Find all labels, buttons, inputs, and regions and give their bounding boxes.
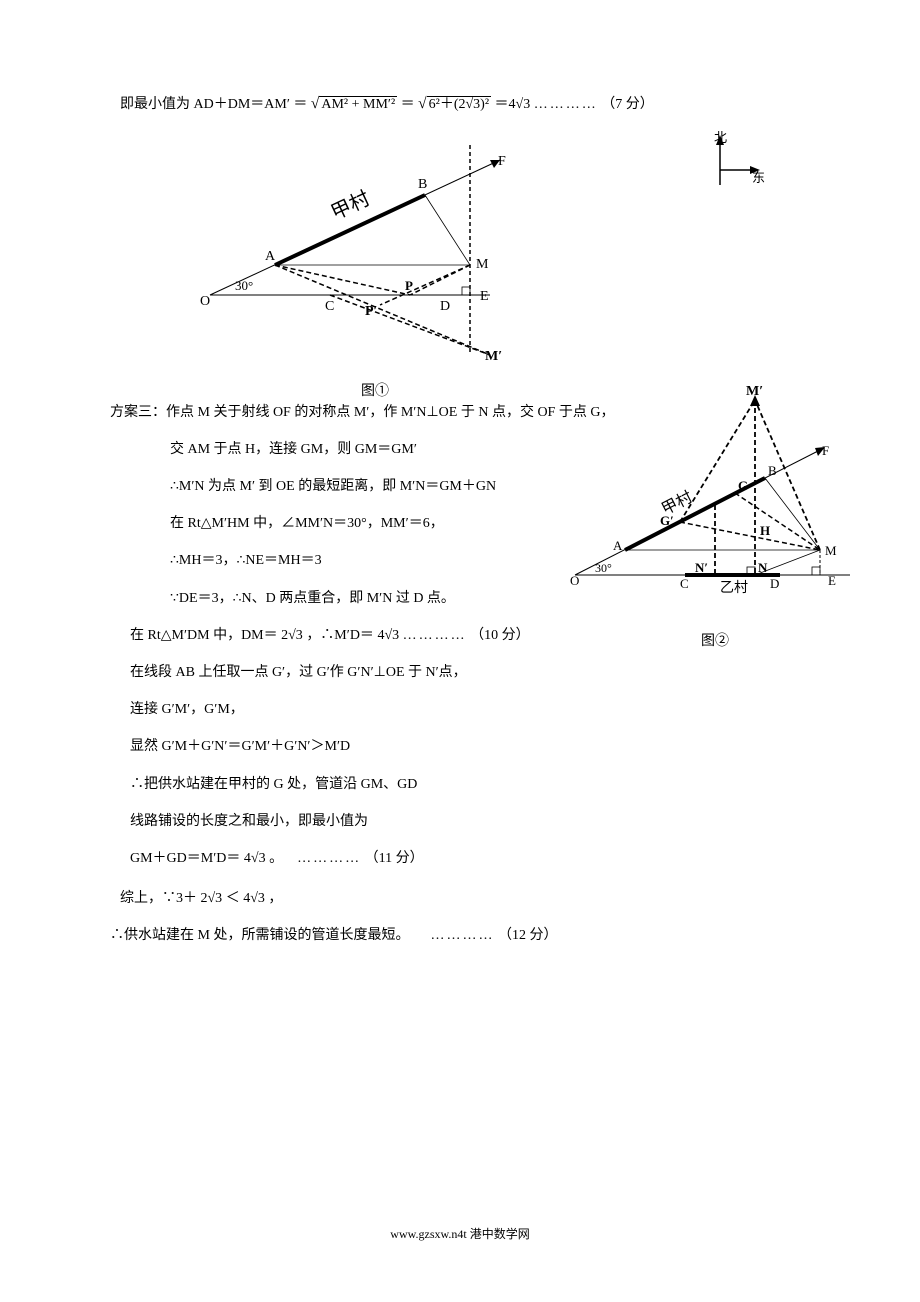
content-with-diagram2: 方案三：作点 M 关于射线 OF 的对称点 M′，作 M′N⊥OE 于 N 点，… (50, 400, 870, 949)
method3-l10: 显然 G′M＋G′N′＝G′M′＋G′N′＞M′D (50, 734, 870, 759)
method3-l13: GM＋GD＝M′D＝ 4√3 。 ………… （11 分） (50, 846, 870, 871)
text: GM＋GD＝M′D＝ (130, 851, 240, 866)
method3-l12: 线路铺设的长度之和最小，即最小值为 (50, 809, 870, 834)
footer: www.gzsxw.n4t 港中数学网 (0, 1225, 920, 1242)
text: 综上，∵3＋ (120, 891, 197, 906)
line-min-value: 即最小值为 AD＋DM＝AM′ ＝ AM² + MM′² ＝ 6²＋(2√3)²… (50, 90, 870, 118)
diagram1-svg: 甲村 O A B F M E C D (200, 130, 550, 370)
dots: ………… (297, 851, 361, 866)
score: （11 分） (365, 851, 424, 866)
score: （10 分） (470, 628, 530, 643)
diagram2: 甲村 乙村 (570, 380, 860, 640)
svg-text:G: G (738, 478, 748, 493)
text: 在 Rt△M′DM 中，DM＝ (130, 628, 278, 643)
result: ＝4√3 (495, 97, 531, 112)
diagram1: 甲村 O A B F M E C D (200, 130, 550, 390)
svg-text:F: F (822, 443, 829, 458)
svg-text:O: O (570, 573, 579, 588)
diagram1-container: 甲村 O A B F M E C D (50, 130, 870, 390)
svg-text:M′: M′ (485, 349, 502, 364)
summary-l1: 综上，∵3＋ 2√3 ＜ 4√3 ， (50, 886, 870, 911)
svg-text:M: M (476, 257, 489, 272)
svg-text:C: C (680, 576, 689, 591)
conclusion: ∴供水站建在 M 处，所需铺设的管道长度最短。 (110, 928, 409, 943)
text: ，∴M′D＝ (306, 628, 374, 643)
eq: ＝ (401, 97, 415, 112)
svg-text:30°: 30° (595, 561, 612, 575)
sqrt-expr2: 6²＋(2√3)² (418, 90, 491, 118)
fig2-label: 图② (570, 630, 860, 650)
sqrt-expr1: AM² + MM′² (311, 90, 397, 118)
diagram2-svg: 甲村 乙村 (570, 380, 860, 620)
val: 2√3 (281, 628, 303, 643)
svg-text:N: N (758, 560, 768, 575)
svg-text:30°: 30° (235, 278, 253, 293)
svg-text:东: 东 (752, 170, 765, 185)
svg-text:F: F (498, 154, 506, 169)
val: 4√3 (243, 891, 265, 906)
val: 4√3 (244, 851, 266, 866)
svg-text:D: D (440, 299, 450, 314)
svg-text:乙村: 乙村 (720, 580, 748, 596)
dots: ………… (534, 97, 598, 112)
text: ＜ (226, 891, 240, 906)
method3-l11: ∴把供水站建在甲村的 G 处，管道沿 GM、GD (50, 772, 870, 797)
dots: ………… (430, 928, 494, 943)
svg-text:G′: G′ (660, 513, 674, 528)
svg-text:B: B (418, 177, 427, 192)
svg-text:C: C (325, 299, 334, 314)
svg-text:E: E (828, 573, 836, 588)
text: 即最小值为 AD＋DM＝AM′ ＝ (120, 97, 311, 112)
svg-text:甲村: 甲村 (327, 187, 373, 225)
svg-text:A: A (265, 249, 276, 264)
val: 4√3 (377, 628, 399, 643)
dots: ………… (403, 628, 467, 643)
val: 2√3 (201, 891, 223, 906)
svg-text:北: 北 (714, 130, 727, 145)
score: （7 分） (601, 97, 654, 112)
svg-text:D: D (770, 576, 779, 591)
method3-l9: 连接 G′M′，G′M， (50, 697, 870, 722)
conclusion-line: ∴供水站建在 M 处，所需铺设的管道长度最短。 ………… （12 分） (50, 923, 870, 948)
method3-l8: 在线段 AB 上任取一点 G′，过 G′作 G′N′⊥OE 于 N′点， (50, 660, 870, 685)
svg-text:P′: P′ (365, 304, 378, 319)
svg-text:P: P (405, 278, 413, 293)
svg-text:N′: N′ (695, 560, 708, 575)
svg-text:O: O (200, 294, 210, 309)
svg-text:A: A (613, 538, 623, 553)
text: 。 (269, 851, 283, 866)
svg-text:M′: M′ (746, 384, 763, 399)
svg-text:H: H (760, 523, 770, 538)
svg-text:M: M (825, 543, 837, 558)
fig1-label: 图① (200, 380, 550, 400)
text: ， (268, 891, 282, 906)
svg-text:E: E (480, 289, 489, 304)
compass-icon: 北 东 (690, 130, 770, 200)
svg-text:B: B (768, 463, 777, 478)
score: （12 分） (498, 928, 558, 943)
